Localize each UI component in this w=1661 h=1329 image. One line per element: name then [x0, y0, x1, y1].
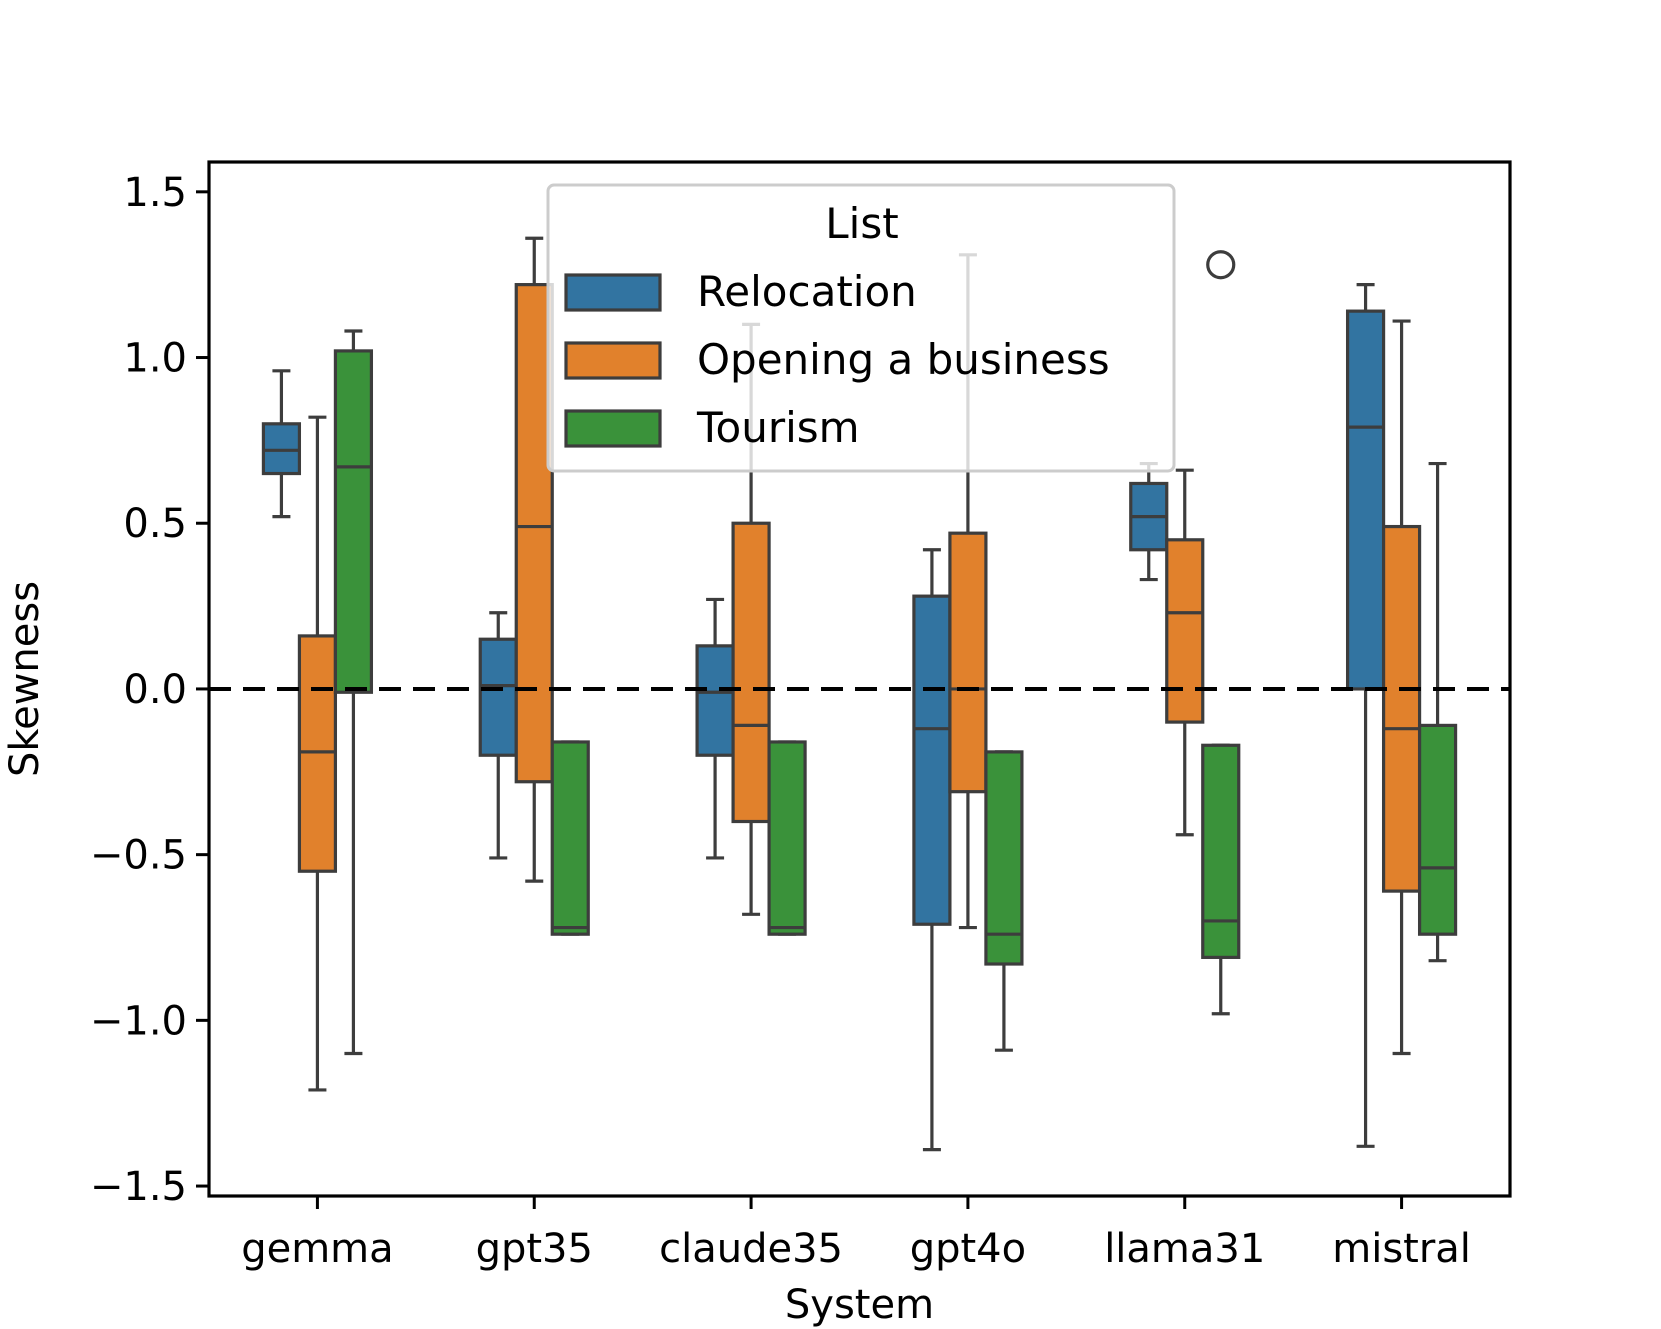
x-axis-label: System	[785, 1282, 934, 1328]
box-iqr	[767, 740, 807, 936]
box-iqr	[731, 521, 771, 824]
legend-swatch-opening-a-business	[564, 341, 662, 380]
box-iqr	[478, 637, 518, 757]
plot-layer	[209, 236, 1510, 1152]
plot-frame	[207, 160, 1512, 1198]
legend: List Relocation Opening a business Tourism	[546, 183, 1176, 473]
box-gpt4o-relocation	[912, 548, 952, 1152]
box-iqr	[1201, 743, 1241, 959]
box-claude35-relocation	[695, 597, 735, 860]
x-tick-label-gpt4o: gpt4o	[910, 1226, 1026, 1272]
box-iqr	[1417, 723, 1458, 936]
box-mistral-relocation	[1345, 283, 1386, 1148]
box-iqr	[948, 531, 988, 794]
legend-title: List	[825, 199, 898, 248]
box-iqr	[984, 750, 1024, 966]
axes: 1.5 1.0 0.5 0.0 −0.5 −1.0 −1.5 gemma gpt35 claude…	[2, 160, 1512, 1328]
box-iqr	[261, 422, 302, 476]
box-claude35-opening-a-business	[731, 322, 771, 916]
box-llama31-tourism	[1201, 250, 1241, 1016]
y-tick-label: 1.0	[123, 336, 187, 382]
y-tick-label: 0.5	[123, 501, 187, 547]
box-iqr	[550, 740, 590, 936]
box-mistral-tourism	[1417, 461, 1458, 963]
x-tick-label-gemma: gemma	[241, 1226, 393, 1272]
legend-label-tourism: Tourism	[696, 403, 860, 452]
box-gpt4o-tourism	[984, 750, 1024, 1052]
box-llama31-opening-a-business	[1165, 468, 1205, 837]
box-gpt35-relocation	[478, 611, 518, 860]
x-tick-label-llama31: llama31	[1104, 1226, 1265, 1272]
x-tick-label-mistral: mistral	[1332, 1226, 1471, 1272]
y-tick-label: 0.0	[123, 667, 187, 713]
x-tick-label-claude35: claude35	[659, 1226, 843, 1272]
box-gpt35-tourism	[550, 740, 590, 936]
box-iqr	[333, 349, 374, 694]
y-tick-label: −1.0	[90, 998, 187, 1044]
x-tick-label-gpt35: gpt35	[476, 1226, 593, 1272]
box-mistral-opening-a-business	[1381, 319, 1422, 1056]
legend-frame	[546, 183, 1176, 473]
box-gemma-relocation	[261, 369, 302, 519]
box-iqr	[297, 634, 338, 873]
legend-swatch-relocation	[564, 273, 662, 312]
outlier-point	[1206, 250, 1236, 280]
box-iqr	[912, 594, 952, 926]
box-gemma-opening-a-business	[297, 415, 338, 1092]
legend-label-relocation: Relocation	[697, 267, 917, 316]
box-gpt35-opening-a-business	[514, 236, 554, 883]
y-axis-label: Skewness	[2, 581, 48, 777]
y-tick-label: 1.5	[123, 170, 187, 216]
box-llama31-relocation	[1129, 461, 1169, 582]
legend-label-opening-a-business: Opening a business	[697, 335, 1110, 384]
box-claude35-tourism	[767, 740, 807, 936]
y-tick-label: −0.5	[90, 833, 187, 879]
box-gpt4o-opening-a-business	[948, 253, 988, 930]
box-iqr	[1165, 538, 1205, 724]
legend-swatch-tourism	[564, 409, 662, 448]
box-iqr	[1381, 524, 1422, 893]
box-iqr	[695, 644, 735, 757]
y-tick-label: −1.5	[90, 1164, 187, 1210]
box-gemma-tourism	[333, 329, 374, 1056]
box-iqr	[514, 283, 554, 784]
box-iqr	[1345, 309, 1386, 691]
